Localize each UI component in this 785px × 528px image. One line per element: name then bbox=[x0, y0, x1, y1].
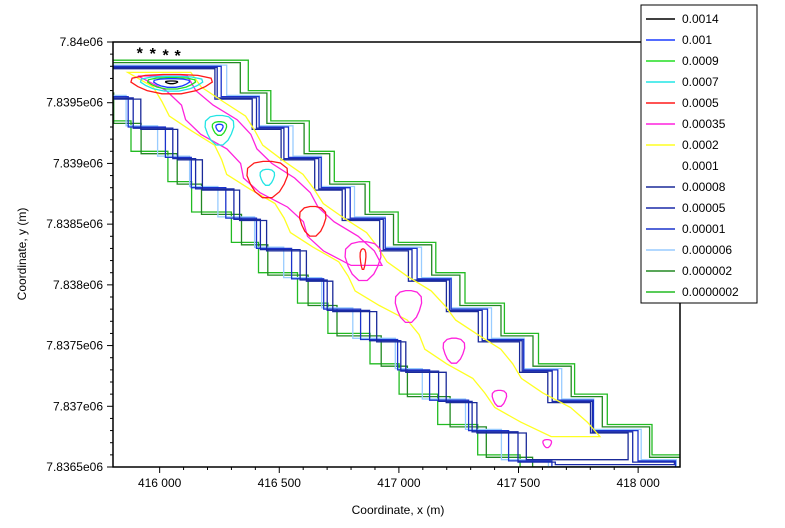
legend-label: 0.00001 bbox=[682, 222, 726, 236]
legend-label: 0.0002 bbox=[682, 138, 719, 152]
source-marker-icon: * bbox=[163, 47, 170, 64]
contour-0.00008 bbox=[113, 68, 629, 461]
legend-label: 0.000002 bbox=[682, 264, 732, 278]
y-tick-label: 7.838e06 bbox=[53, 278, 103, 292]
contour-lines bbox=[113, 59, 680, 467]
y-axis-title: Coordinate, y (m) bbox=[15, 208, 29, 301]
contour-0.00035 bbox=[137, 75, 384, 267]
contour-0.00035 bbox=[542, 438, 553, 449]
source-marker-icon: * bbox=[137, 46, 144, 63]
contour-0.0009 bbox=[146, 76, 197, 90]
legend-label: 0.0001 bbox=[682, 159, 719, 173]
legend-label: 0.0014 bbox=[682, 12, 719, 26]
legend-label: 0.001 bbox=[682, 33, 712, 47]
contour-0.0005 bbox=[359, 248, 367, 271]
legend-label: 0.0007 bbox=[682, 75, 719, 89]
x-tick-label: 418 000 bbox=[616, 476, 660, 490]
contour-0.0007 bbox=[204, 114, 235, 146]
legend-label: 0.000006 bbox=[682, 243, 732, 257]
y-tick-label: 7.8375e06 bbox=[46, 339, 103, 353]
contour-0.0005 bbox=[246, 160, 289, 199]
contour-0.0005 bbox=[298, 205, 327, 237]
source-marker-icon: * bbox=[150, 46, 157, 63]
contour-0.00035 bbox=[491, 389, 508, 407]
contour-0.0007 bbox=[259, 168, 276, 186]
contour-0.00035 bbox=[344, 241, 382, 282]
legend-label: 0.0000002 bbox=[682, 285, 739, 299]
y-tick-label: 7.8365e06 bbox=[46, 460, 103, 474]
contour-0.0007 bbox=[139, 75, 204, 92]
contour-0.00001 bbox=[113, 65, 677, 467]
y-tick-label: 7.84e06 bbox=[60, 35, 104, 49]
y-tick-label: 7.8395e06 bbox=[46, 96, 103, 110]
legend-label: 0.0009 bbox=[682, 54, 719, 68]
source-markers: * * * * bbox=[137, 46, 182, 65]
contour-0.0014 bbox=[164, 80, 179, 85]
contour-0.001 bbox=[215, 123, 224, 132]
y-tick-label: 7.839e06 bbox=[53, 156, 103, 170]
contour-0.0000002 bbox=[113, 59, 680, 467]
axis-ticks: 416 000 416 500 417 000 417 500 418 000 7.84e… bbox=[46, 35, 660, 490]
legend-box bbox=[640, 4, 758, 304]
contour-0.00005 bbox=[113, 66, 676, 466]
y-tick-label: 7.837e06 bbox=[53, 399, 103, 413]
contour-0.000002 bbox=[113, 61, 680, 467]
plot-frame bbox=[112, 41, 681, 468]
x-tick-label: 416 500 bbox=[258, 476, 302, 490]
x-tick-label: 416 000 bbox=[138, 476, 182, 490]
legend-label: 0.00035 bbox=[682, 117, 726, 131]
contour-0.00035 bbox=[442, 337, 466, 364]
legend-label: 0.00008 bbox=[682, 180, 726, 194]
x-tick-label: 417 500 bbox=[497, 476, 541, 490]
y-tick-label: 7.8385e06 bbox=[46, 217, 103, 231]
legend-label: 0.00005 bbox=[682, 201, 726, 215]
legend-label: 0.0005 bbox=[682, 96, 719, 110]
x-axis-title: Coordinate, x (m) bbox=[352, 503, 445, 517]
contour-0.0009 bbox=[211, 121, 228, 136]
contour-0.0005 bbox=[130, 73, 214, 95]
x-tick-label: 417 000 bbox=[377, 476, 421, 490]
contour-0.00035 bbox=[394, 289, 423, 324]
legend: 0.0014 0.001 0.0009 0.0007 0.0005 0.00035 0.00… bbox=[640, 4, 758, 304]
contour-0.000006 bbox=[113, 64, 677, 467]
contour-0.001 bbox=[152, 78, 191, 88]
source-marker-icon: * bbox=[174, 48, 181, 65]
contour-0.0002 bbox=[125, 71, 602, 438]
